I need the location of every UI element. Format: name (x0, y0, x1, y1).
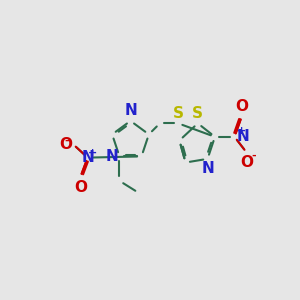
Text: S: S (173, 106, 184, 121)
Text: N: N (201, 161, 214, 176)
Text: O: O (236, 99, 248, 114)
Text: +: + (237, 126, 246, 136)
Text: O: O (59, 137, 72, 152)
Text: N: N (81, 150, 94, 165)
Text: N: N (124, 103, 137, 118)
Text: +: + (88, 148, 97, 158)
Text: O: O (240, 155, 253, 170)
Text: -: - (251, 151, 256, 161)
Text: S: S (192, 106, 203, 121)
Text: O: O (74, 180, 87, 195)
Text: N: N (106, 149, 118, 164)
Text: -: - (64, 136, 69, 146)
Text: N: N (237, 129, 250, 144)
